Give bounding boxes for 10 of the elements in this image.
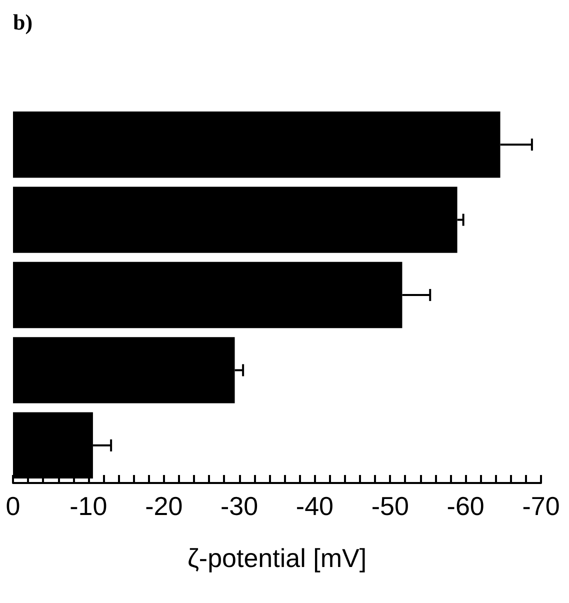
x-tick-label: -70 [522,491,560,521]
x-tick-label: -20 [145,491,183,521]
x-tick-label: -50 [371,491,409,521]
chart-title: b) [13,10,33,34]
x-axis-title: ζ-potential [mV] [187,543,367,573]
x-tick-label: -40 [296,491,334,521]
x-tick-label: -60 [446,491,484,521]
x-tick-label: -10 [70,491,108,521]
x-tick-label: 0 [6,491,20,521]
x-tick-label: -30 [220,491,258,521]
